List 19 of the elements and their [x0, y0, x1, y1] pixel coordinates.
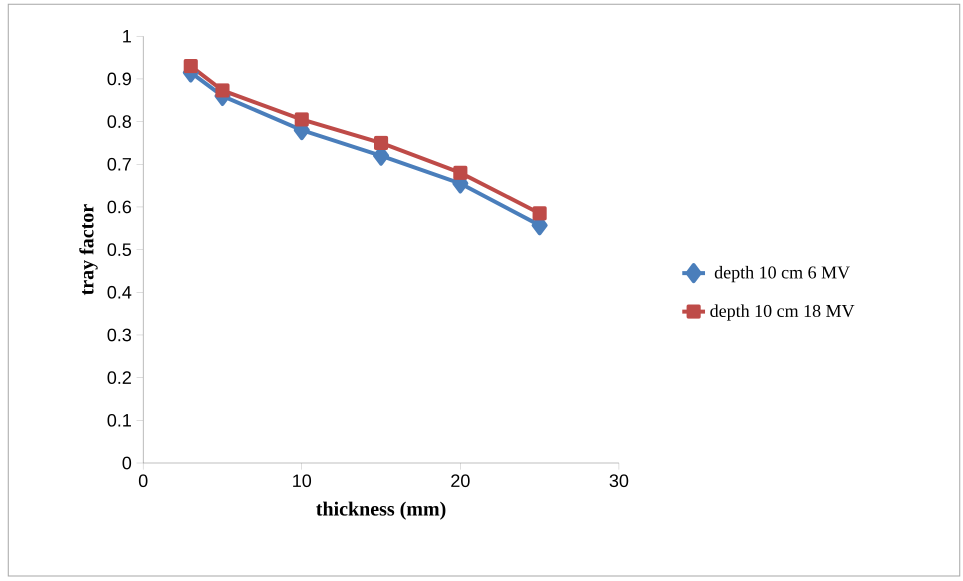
x-tick-label: 20 — [451, 474, 470, 488]
legend-label: depth 10 cm 6 MV — [714, 266, 850, 282]
y-tick-label: 0.2 — [108, 371, 131, 384]
legend-label: depth 10 cm 18 MV — [710, 304, 854, 321]
y-tick-label: 0.3 — [108, 328, 132, 342]
y-tick-label: 0.9 — [108, 72, 131, 86]
y-tick-label: 0.1 — [108, 414, 131, 427]
y-tick-label: 0.5 — [108, 243, 132, 256]
x-tick-label: 0 — [138, 474, 148, 488]
x-tick-label: 30 — [610, 474, 628, 488]
y-tick-label: 1 — [123, 30, 131, 42]
y-tick-label: 0.7 — [108, 158, 131, 171]
y-tick-label: 0.8 — [108, 115, 132, 128]
x-tick-label: 10 — [293, 474, 312, 488]
y-tick-label: 0 — [122, 456, 132, 470]
y-tick-label: 0.6 — [108, 200, 132, 214]
x-axis-title: thickness (mm) — [316, 502, 446, 520]
y-tick-label: 0.4 — [108, 286, 132, 299]
y-axis-title: tray factor — [79, 204, 98, 295]
